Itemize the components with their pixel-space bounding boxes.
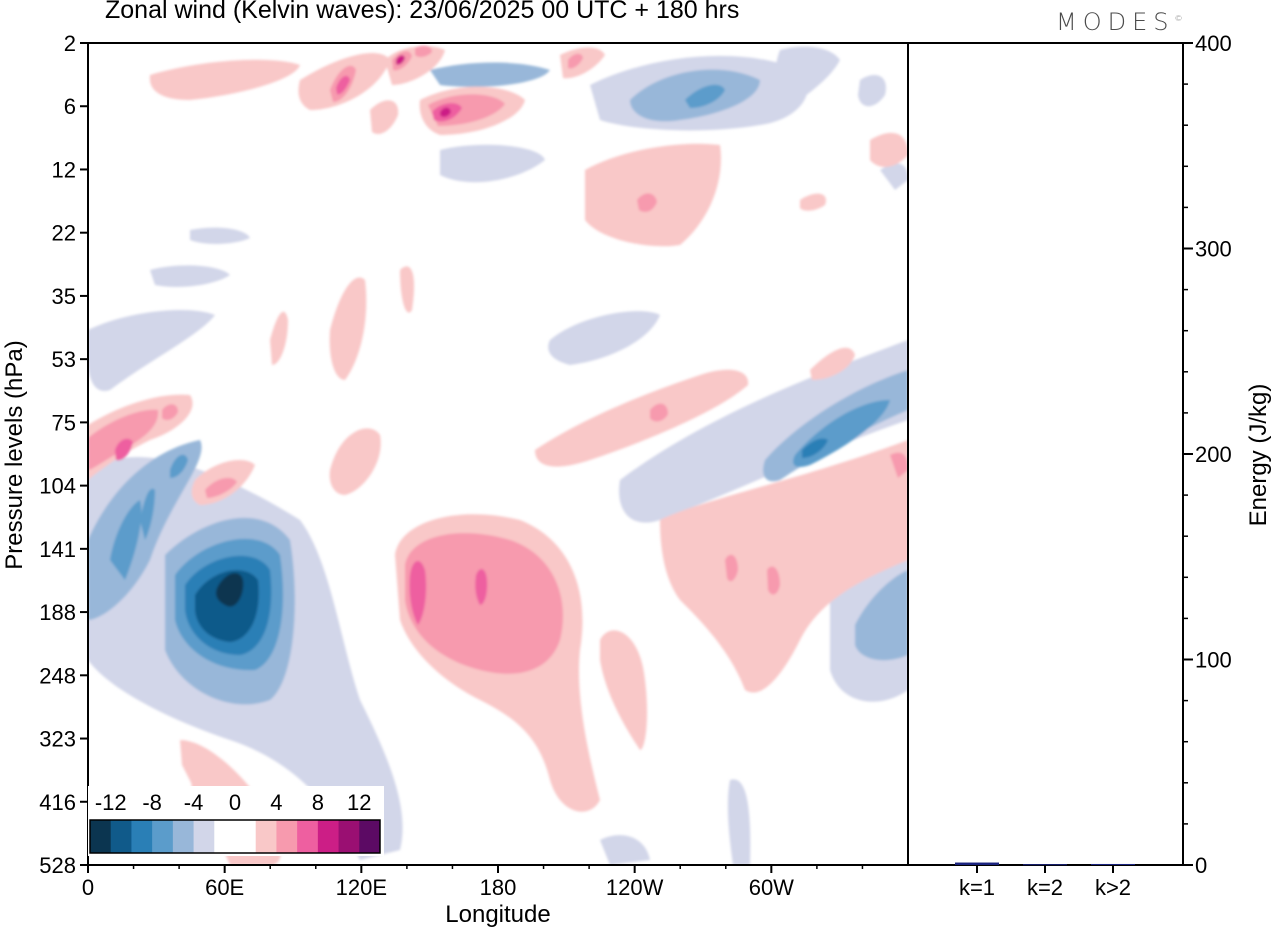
westerly-band-east — [600, 440, 908, 750]
colorbar-label: -4 — [184, 790, 204, 815]
energy-category-label: k=1 — [959, 875, 995, 900]
heatmap-fields — [88, 45, 908, 865]
energy-category-label: k>2 — [1095, 875, 1131, 900]
y-tick-label: 22 — [52, 221, 76, 246]
y-tick-label: 141 — [39, 537, 76, 562]
x-tick-label: 120E — [336, 875, 387, 900]
easterly-lower-right — [830, 530, 908, 702]
heatmap-panel — [87, 42, 909, 866]
colorbar-swatch — [193, 820, 215, 853]
y-tick-label: 6 — [64, 94, 76, 119]
colorbar-swatch — [110, 820, 132, 853]
energy-bar — [1091, 863, 1135, 865]
y-tick-label: 528 — [39, 853, 76, 878]
y-tick-label: 35 — [52, 284, 76, 309]
colorbar-frame — [89, 819, 381, 854]
colorbar-swatch — [131, 820, 153, 853]
energy-tick-label: 100 — [1195, 648, 1232, 673]
x-axis: 0 60E 120E 180 120W 60W — [82, 865, 864, 900]
energy-tick-label: 0 — [1195, 853, 1207, 878]
colorbar-swatch — [172, 820, 195, 853]
colorbar-swatch — [359, 820, 381, 853]
y-tick-label: 248 — [39, 663, 76, 688]
x-axis-title: Longitude — [445, 901, 550, 928]
y-tick-label: 416 — [39, 790, 76, 815]
y-axis: 2 6 12 22 35 53 75 104 141 188 248 323 416 528 — [39, 31, 88, 878]
x-tick-label: 60W — [749, 875, 794, 900]
y-tick-label: 323 — [39, 727, 76, 752]
brand-text: MODES — [1056, 8, 1175, 36]
westerly-small-40e — [191, 460, 255, 505]
y-tick-label: 75 — [52, 410, 76, 435]
x-tick-label: 180 — [480, 875, 517, 900]
easterly-band-east — [619, 340, 908, 523]
y-tick-label: 104 — [39, 474, 76, 499]
y-axis-title: Pressure levels (hPa) — [1, 340, 28, 569]
energy-panel: k=1 k=2 k>2 0 100 200 300 400 Energy (J/kg) — [907, 31, 1272, 900]
colorbar-label: -8 — [142, 790, 162, 815]
colorbar-swatch — [152, 820, 174, 853]
colorbar-swatch — [235, 820, 257, 853]
colorbar-swatch — [255, 820, 277, 853]
colorbar-label: -12 — [95, 790, 127, 815]
energy-bars: k=1 k=2 k>2 — [955, 862, 1135, 900]
colorbar-swatch — [338, 820, 360, 853]
colorbar-label: 8 — [312, 790, 324, 815]
chart-title: Zonal wind (Kelvin waves): 23/06/2025 00… — [105, 0, 740, 24]
colorbar-swatch — [276, 820, 298, 853]
westerly-mid — [270, 277, 855, 495]
colorbar-swatch — [90, 820, 112, 853]
energy-bar — [955, 862, 999, 865]
energy-axis-title: Energy (J/kg) — [1245, 384, 1272, 527]
colorbar-label: 12 — [347, 790, 371, 815]
brand-logo: MODES© — [1056, 8, 1182, 36]
y-tick-label: 12 — [52, 157, 76, 182]
x-tick-label: 60E — [205, 875, 244, 900]
y-tick-label: 53 — [52, 347, 76, 372]
easterly-upper — [88, 46, 908, 865]
colorbar-swatch — [214, 820, 236, 853]
colorbar-label: 4 — [270, 790, 282, 815]
energy-tick-label: 300 — [1195, 237, 1232, 262]
brand-mark: © — [1174, 14, 1183, 23]
westerly-upper — [149, 45, 908, 313]
colorbar-swatch — [317, 820, 340, 853]
westerly-core-180 — [395, 514, 600, 812]
energy-axis: 0 100 200 300 400 — [1183, 31, 1232, 878]
energy-tick-label: 200 — [1195, 442, 1232, 467]
energy-category-label: k=2 — [1027, 875, 1063, 900]
easterly-band-left — [88, 440, 202, 620]
x-tick-label: 0 — [82, 875, 94, 900]
y-tick-label: 188 — [39, 600, 76, 625]
energy-bar — [1023, 864, 1067, 866]
x-tick-label: 120W — [606, 875, 664, 900]
colorbar-label: 0 — [229, 790, 241, 815]
colorbar: -12 -8 -4 0 4 8 12 — [88, 786, 384, 856]
colorbar-swatch — [297, 820, 319, 853]
easterly-core-60e — [88, 457, 403, 860]
y-tick-label: 2 — [64, 31, 76, 56]
energy-tick-label: 400 — [1195, 31, 1232, 56]
westerly-band-left — [88, 394, 193, 480]
